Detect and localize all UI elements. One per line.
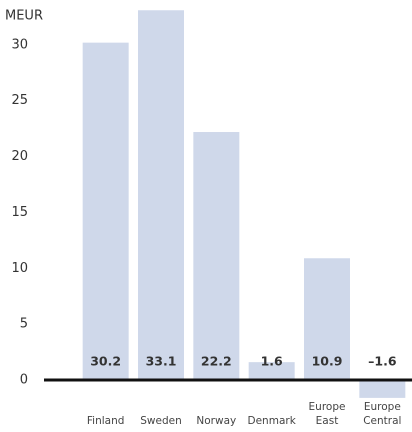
value-label: 22.2	[201, 354, 232, 369]
y-tick-label: 5	[20, 317, 28, 332]
bar	[248, 362, 295, 381]
y-tick-label: 15	[11, 205, 28, 220]
y-axis-label: MEUR	[5, 9, 43, 24]
y-tick-label: 10	[11, 261, 28, 276]
x-tick-label: Finland	[86, 415, 125, 427]
y-tick-label: 20	[11, 149, 28, 164]
bar	[138, 10, 184, 381]
value-label: –1.6	[368, 354, 397, 369]
x-tick-label: Europe Central	[363, 401, 402, 427]
bar	[359, 380, 406, 398]
x-tick-label: Norway	[196, 415, 237, 427]
value-label: 33.1	[146, 354, 177, 369]
y-tick-label: 25	[11, 93, 28, 108]
x-tick-label: Denmark	[247, 415, 296, 427]
bar	[304, 258, 350, 381]
value-label: 30.2	[90, 354, 121, 369]
x-tick-label: Sweden	[140, 415, 182, 427]
bar	[193, 132, 240, 381]
bar	[82, 42, 129, 381]
y-tick-label: 0	[20, 373, 28, 388]
x-tick-label: Europe East	[308, 401, 346, 427]
value-label: 1.6	[261, 354, 283, 369]
y-tick-label: 30	[11, 37, 28, 52]
value-label: 10.9	[312, 354, 343, 369]
